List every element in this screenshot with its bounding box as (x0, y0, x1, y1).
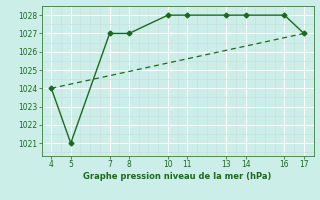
X-axis label: Graphe pression niveau de la mer (hPa): Graphe pression niveau de la mer (hPa) (84, 172, 272, 181)
